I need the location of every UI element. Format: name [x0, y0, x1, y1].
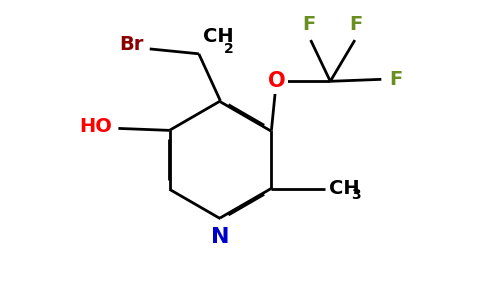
- Text: HO: HO: [79, 117, 112, 136]
- Text: Br: Br: [120, 35, 144, 55]
- Text: N: N: [211, 226, 229, 247]
- Text: CH: CH: [329, 179, 360, 198]
- Text: F: F: [349, 15, 363, 34]
- Text: F: F: [389, 70, 402, 89]
- Text: 2: 2: [224, 42, 234, 56]
- Text: 3: 3: [351, 188, 361, 202]
- Text: CH: CH: [203, 27, 233, 46]
- Text: O: O: [268, 71, 285, 91]
- Text: F: F: [302, 15, 316, 34]
